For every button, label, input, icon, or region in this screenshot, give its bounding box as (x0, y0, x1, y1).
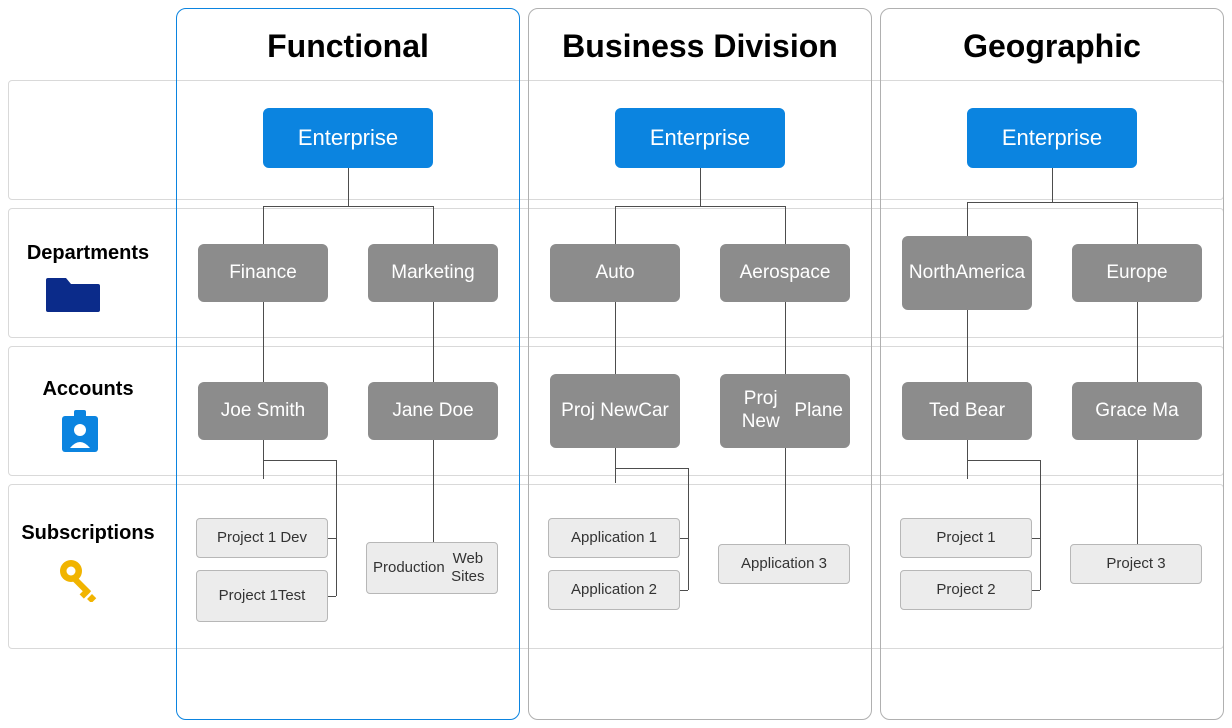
node-b-ent: Enterprise (615, 108, 785, 168)
node-b-d2: Aerospace (720, 244, 850, 302)
node-b-d1: Auto (550, 244, 680, 302)
connector (688, 468, 689, 590)
connector (328, 596, 336, 597)
connector (615, 468, 688, 469)
connector (263, 440, 264, 460)
node-g-a1: Ted Bear (902, 382, 1032, 440)
badge-icon (58, 410, 102, 458)
node-g-d2: Europe (1072, 244, 1202, 302)
column-title-functional: Functional (176, 28, 520, 65)
connector (615, 302, 616, 374)
connector (785, 206, 786, 244)
node-g-s1: Project 1 (900, 518, 1032, 558)
connector (967, 460, 1040, 461)
node-g-a2: Grace Ma (1072, 382, 1202, 440)
connector (615, 448, 616, 468)
connector (700, 168, 701, 206)
node-b-a2: Proj NewPlane (720, 374, 850, 448)
row-label-subscriptions: Subscriptions (8, 522, 168, 545)
connector (433, 206, 434, 244)
node-b-a1: Proj NewCar (550, 374, 680, 448)
node-b-s3: Application 3 (718, 544, 850, 584)
node-g-s2: Project 2 (900, 570, 1032, 610)
connector (433, 440, 434, 542)
node-f-a2: Jane Doe (368, 382, 498, 440)
row-label-departments: Departments (8, 242, 168, 265)
hierarchy-diagram: FunctionalBusiness DivisionGeographic Dep… (0, 0, 1232, 728)
connector (433, 302, 434, 382)
connector (263, 206, 433, 207)
connector (263, 206, 264, 244)
node-f-s2: Project 1Test (196, 570, 328, 622)
column-title-business: Business Division (528, 28, 872, 65)
connector (263, 460, 336, 461)
connector (785, 448, 786, 544)
node-f-d1: Finance (198, 244, 328, 302)
connector (1032, 538, 1040, 539)
connector (1137, 202, 1138, 244)
connector (263, 302, 264, 382)
connector (328, 538, 336, 539)
connector (967, 202, 1137, 203)
connector (1032, 590, 1040, 591)
column-title-geographic: Geographic (880, 28, 1224, 65)
connector (967, 310, 968, 382)
connector (680, 590, 688, 591)
connector (615, 206, 616, 244)
node-f-s3: ProductionWeb Sites (366, 542, 498, 594)
connector (680, 538, 688, 539)
key-icon (56, 556, 102, 602)
node-f-s1: Project 1 Dev (196, 518, 328, 558)
node-g-d1: NorthAmerica (902, 236, 1032, 310)
connector (967, 440, 968, 460)
row-label-accounts: Accounts (8, 378, 168, 401)
node-g-ent: Enterprise (967, 108, 1137, 168)
node-g-s3: Project 3 (1070, 544, 1202, 584)
node-f-a1: Joe Smith (198, 382, 328, 440)
connector (336, 460, 337, 596)
connector (615, 206, 785, 207)
node-b-s1: Application 1 (548, 518, 680, 558)
connector (1040, 460, 1041, 590)
connector (1052, 168, 1053, 202)
node-b-s2: Application 2 (548, 570, 680, 610)
node-f-ent: Enterprise (263, 108, 433, 168)
node-f-d2: Marketing (368, 244, 498, 302)
connector (967, 202, 968, 236)
folder-icon (46, 272, 100, 314)
connector (785, 302, 786, 374)
connector (1137, 302, 1138, 382)
connector (1137, 440, 1138, 544)
connector (348, 168, 349, 206)
